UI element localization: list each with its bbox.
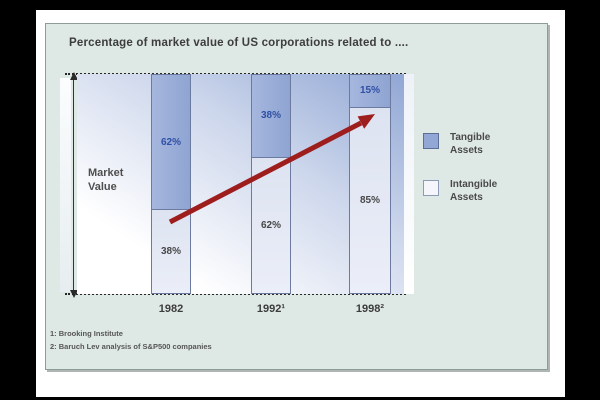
bar-1982-tangible-value: 62%: [160, 136, 181, 148]
x-tick-1992: 1992¹: [256, 303, 286, 315]
footnote-1: 1: Brooking Institute: [50, 329, 123, 338]
left-highlight-strip: [60, 78, 71, 292]
y-axis-line: [73, 80, 74, 290]
bottom-dashed-gridline: [65, 293, 406, 295]
market-value-label: Market Value: [88, 167, 124, 193]
slide: Percentage of market value of US corpora…: [45, 23, 548, 370]
bar-1998-intangible-value: 85%: [359, 194, 380, 206]
bar-1998-tangible-segment: 15%: [350, 75, 390, 108]
x-tick-1998: 1998²: [355, 303, 385, 315]
bar-1992-tangible-segment: 38%: [252, 75, 290, 158]
bar-1998-tangible-value: 15%: [359, 85, 380, 97]
bar-1992-tangible-value: 38%: [260, 110, 281, 122]
right-highlight-strip: [404, 74, 414, 294]
page-title: Percentage of market value of US corpora…: [69, 37, 409, 49]
bar-1982-tangible-segment: 62%: [152, 75, 190, 211]
legend-label-intangible: Intangible Assets: [450, 179, 498, 203]
bar-1992-intangible-value: 62%: [260, 219, 281, 231]
footnotes: 1: Brooking Institute 2: Baruch Lev anal…: [50, 327, 212, 353]
legend-label-tangible: Tangible Assets: [450, 132, 491, 156]
bar-1998: 15% 85%: [349, 74, 391, 294]
bar-1982: 62% 38%: [151, 74, 191, 294]
bar-1982-intangible-value: 38%: [160, 246, 181, 258]
bar-1992-intangible-segment: 62%: [252, 157, 290, 293]
x-tick-1982: 1982: [158, 303, 184, 315]
bar-1992: 38% 62%: [251, 74, 291, 294]
legend-swatch-intangible: [423, 180, 439, 196]
legend-swatch-tangible: [423, 133, 439, 149]
footnote-2: 2: Baruch Lev analysis of S&P500 compani…: [50, 342, 212, 351]
axis-arrow-up-icon: [70, 72, 78, 80]
page-background: Percentage of market value of US corpora…: [36, 10, 565, 397]
bar-1982-intangible-segment: 38%: [152, 210, 190, 293]
bar-1998-intangible-segment: 85%: [350, 107, 390, 293]
